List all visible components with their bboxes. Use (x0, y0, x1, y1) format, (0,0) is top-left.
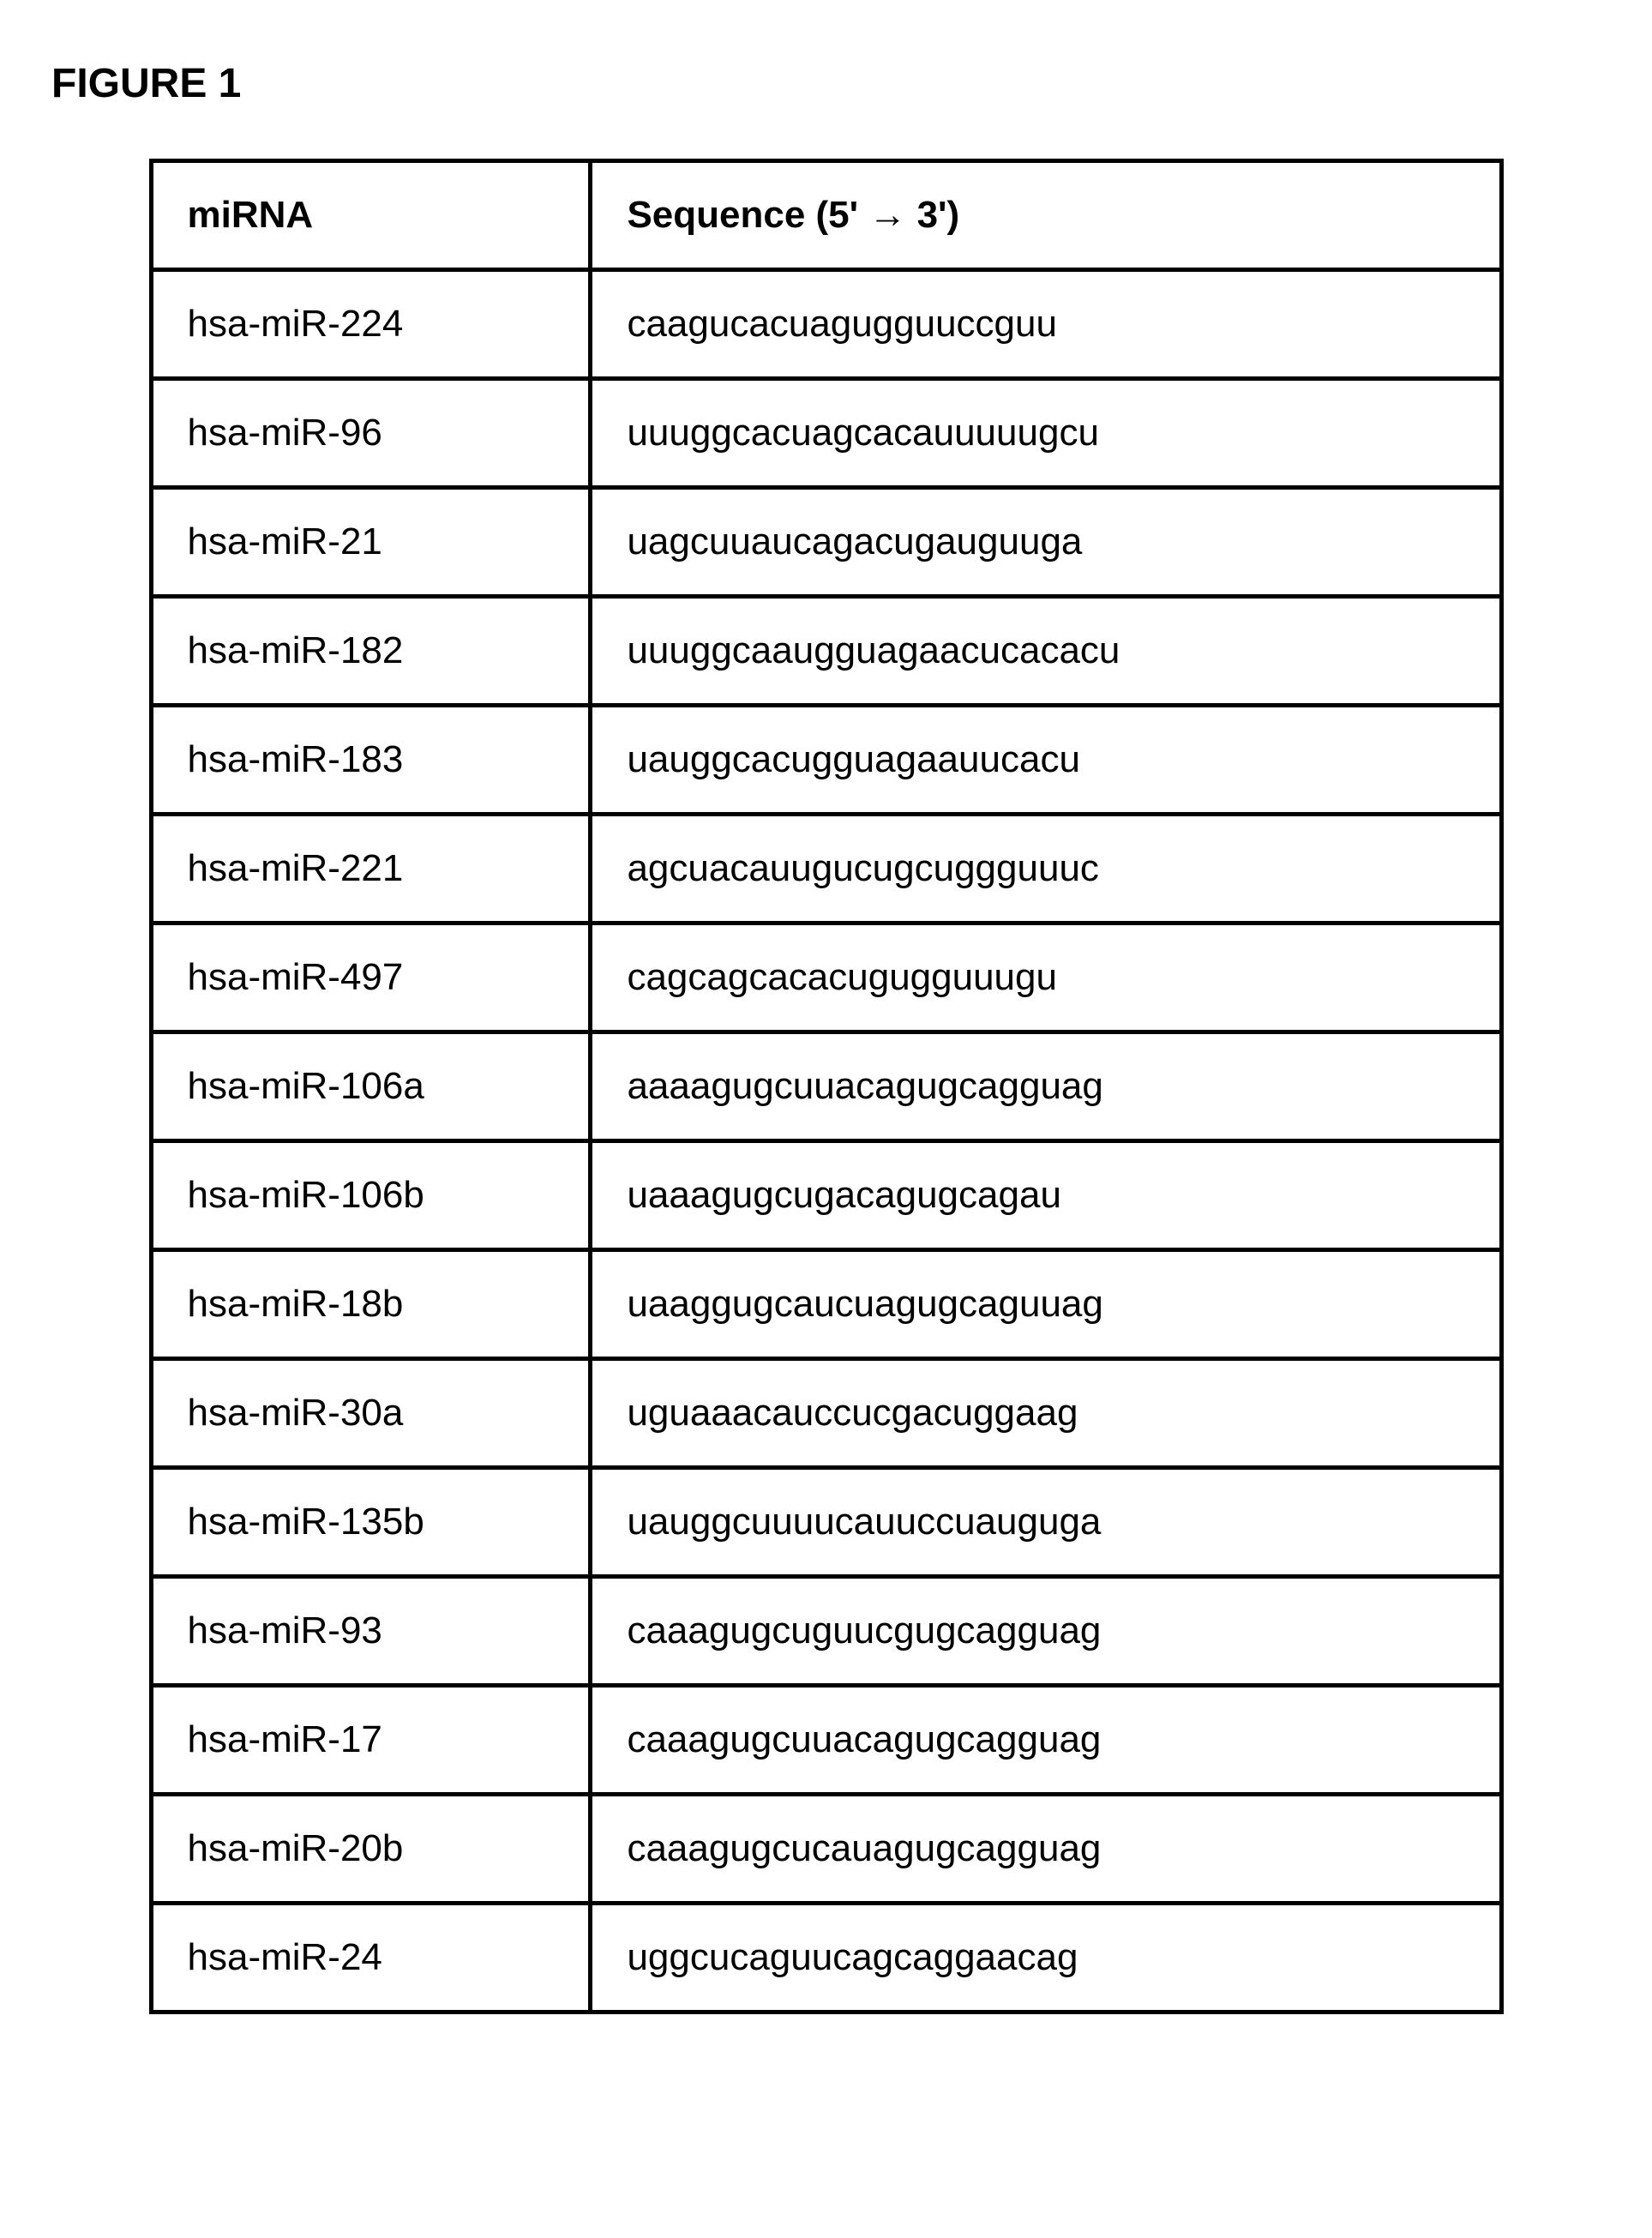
seq-header-suffix: 3') (906, 194, 959, 236)
table-row: hsa-miR-20b caaagugcucauagugcagguag (151, 1795, 1501, 1904)
mirna-cell: hsa-miR-20b (151, 1795, 591, 1904)
figure-title: FIGURE 1 (51, 60, 1601, 107)
seq-cell: cagcagcacacugugguuugu (591, 923, 1501, 1032)
table-row: hsa-miR-18b uaaggugcaucuagugcaguuag (151, 1250, 1501, 1359)
arrow-icon: → (868, 194, 906, 237)
seq-cell: uagcuuaucagacugauguuga (591, 488, 1501, 597)
mirna-cell: hsa-miR-24 (151, 1904, 591, 2012)
mirna-cell: hsa-miR-21 (151, 488, 591, 597)
table-row: hsa-miR-221 agcuacauugucugcuggguuuc (151, 815, 1501, 923)
mirna-cell: hsa-miR-106a (151, 1032, 591, 1141)
table-row: hsa-miR-135b uauggcuuuucauuccuauguga (151, 1468, 1501, 1577)
seq-cell: uauggcuuuucauuccuauguga (591, 1468, 1501, 1577)
table-row: hsa-miR-30a uguaaacauccucgacuggaag (151, 1359, 1501, 1468)
table-row: hsa-miR-93 caaagugcuguucgugcagguag (151, 1577, 1501, 1686)
seq-header-prefix: Sequence (5' (627, 194, 868, 236)
table-row: hsa-miR-183 uauggcacugguagaauucacu (151, 706, 1501, 815)
mirna-cell: hsa-miR-497 (151, 923, 591, 1032)
mirna-cell: hsa-miR-93 (151, 1577, 591, 1686)
table-header-row: miRNA Sequence (5' → 3') (151, 161, 1501, 270)
seq-cell: caaagugcucauagugcagguag (591, 1795, 1501, 1904)
seq-cell: caagucacuagugguuccguu (591, 270, 1501, 379)
mirna-cell: hsa-miR-183 (151, 706, 591, 815)
seq-cell: agcuacauugucugcuggguuuc (591, 815, 1501, 923)
table-body: hsa-miR-224 caagucacuagugguuccguu hsa-mi… (151, 270, 1501, 2012)
seq-cell: caaagugcuuacagugcagguag (591, 1686, 1501, 1795)
col-header-mirna: miRNA (151, 161, 591, 270)
seq-cell: uaaggugcaucuagugcaguuag (591, 1250, 1501, 1359)
table-row: hsa-miR-21 uagcuuaucagacugauguuga (151, 488, 1501, 597)
mirna-cell: hsa-miR-224 (151, 270, 591, 379)
table-row: hsa-miR-17 caaagugcuuacagugcagguag (151, 1686, 1501, 1795)
mirna-cell: hsa-miR-135b (151, 1468, 591, 1577)
seq-cell: uguaaacauccucgacuggaag (591, 1359, 1501, 1468)
seq-cell: uggcucaguucagcaggaacag (591, 1904, 1501, 2012)
table-row: hsa-miR-106b uaaagugcugacagugcagau (151, 1141, 1501, 1250)
table-container: miRNA Sequence (5' → 3') hsa-miR-224 caa… (51, 159, 1601, 2014)
mirna-cell: hsa-miR-106b (151, 1141, 591, 1250)
table-row: hsa-miR-224 caagucacuagugguuccguu (151, 270, 1501, 379)
mirna-cell: hsa-miR-221 (151, 815, 591, 923)
mirna-cell: hsa-miR-17 (151, 1686, 591, 1795)
seq-cell: uauggcacugguagaauucacu (591, 706, 1501, 815)
mirna-cell: hsa-miR-96 (151, 379, 591, 488)
mirna-cell: hsa-miR-18b (151, 1250, 591, 1359)
table-row: hsa-miR-182 uuuggcaaugguagaacucacacu (151, 597, 1501, 706)
col-header-sequence: Sequence (5' → 3') (591, 161, 1501, 270)
seq-cell: uuuggcacuagcacauuuuugcu (591, 379, 1501, 488)
mirna-table: miRNA Sequence (5' → 3') hsa-miR-224 caa… (149, 159, 1504, 2014)
seq-cell: aaaagugcuuacagugcagguag (591, 1032, 1501, 1141)
seq-cell: uaaagugcugacagugcagau (591, 1141, 1501, 1250)
seq-cell: caaagugcuguucgugcagguag (591, 1577, 1501, 1686)
table-row: hsa-miR-24 uggcucaguucagcaggaacag (151, 1904, 1501, 2012)
mirna-cell: hsa-miR-30a (151, 1359, 591, 1468)
table-row: hsa-miR-497 cagcagcacacugugguuugu (151, 923, 1501, 1032)
mirna-cell: hsa-miR-182 (151, 597, 591, 706)
table-row: hsa-miR-106a aaaagugcuuacagugcagguag (151, 1032, 1501, 1141)
seq-cell: uuuggcaaugguagaacucacacu (591, 597, 1501, 706)
table-row: hsa-miR-96 uuuggcacuagcacauuuuugcu (151, 379, 1501, 488)
